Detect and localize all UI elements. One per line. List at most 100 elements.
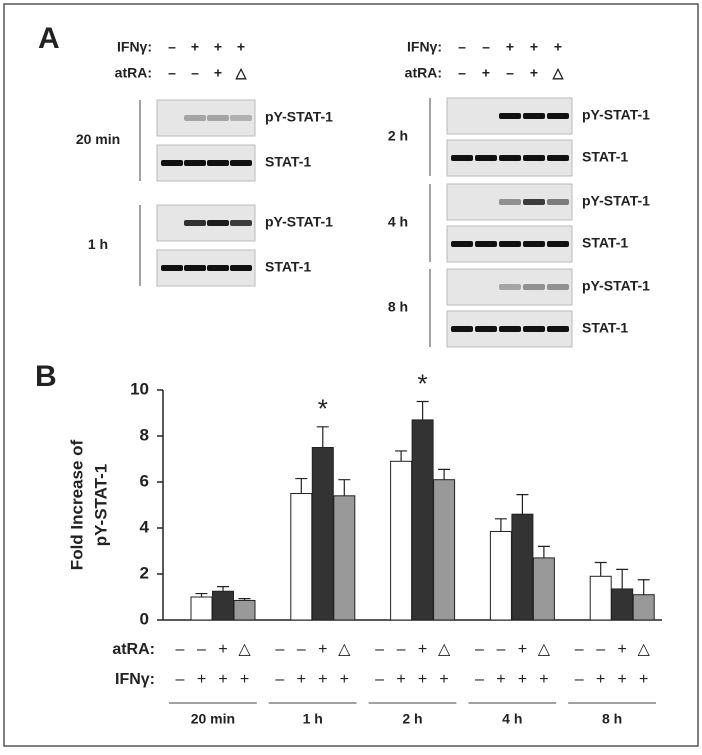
y-axis-label: Fold Increase of: [67, 439, 86, 570]
panel-label: B: [35, 360, 57, 393]
condition-mark: +: [596, 671, 605, 688]
band-label: STAT-1: [265, 259, 311, 275]
band: [230, 265, 252, 271]
condition-mark: +: [518, 671, 527, 688]
condition-mark: +: [482, 65, 490, 81]
condition-mark: –: [458, 65, 466, 81]
band: [475, 241, 497, 247]
band: [161, 265, 183, 271]
error-bar: [438, 468, 451, 480]
band: [499, 284, 521, 290]
band-label: pY-STAT-1: [582, 193, 650, 209]
condition-mark: +: [396, 671, 405, 688]
y-tick-label: 0: [140, 609, 149, 628]
condition-mark: –: [168, 39, 176, 55]
condition-label: IFNγ:: [407, 39, 442, 55]
band: [451, 241, 473, 247]
condition-mark: +: [618, 641, 627, 658]
condition-label: IFNγ:: [117, 39, 152, 55]
condition-mark: –: [575, 641, 584, 658]
condition-mark: +: [496, 671, 505, 688]
condition-mark: +: [197, 671, 206, 688]
condition-mark: △: [235, 65, 248, 81]
band: [451, 326, 473, 332]
condition-mark: –: [176, 641, 185, 658]
band: [475, 326, 497, 332]
y-tick-label: 8: [140, 425, 149, 444]
band: [207, 265, 229, 271]
condition-mark: △: [338, 641, 351, 658]
condition-mark: +: [518, 641, 527, 658]
condition-mark: +: [418, 641, 427, 658]
error-bar: [416, 400, 429, 420]
band: [475, 155, 497, 161]
significance-marker: *: [418, 368, 428, 398]
y-tick-label: 4: [140, 517, 150, 536]
band: [207, 160, 229, 166]
condition-mark: –: [197, 641, 206, 658]
bar: [311, 447, 334, 621]
band: [230, 220, 252, 226]
x-tick-label: 20 min: [191, 711, 235, 727]
band: [499, 113, 521, 119]
condition-mark: +: [218, 641, 227, 658]
time-label: 2 h: [388, 128, 408, 144]
y-tick-label: 6: [140, 471, 149, 490]
bar: [589, 575, 612, 621]
error-bar: [516, 494, 529, 515]
band: [451, 155, 473, 161]
condition-mark: –: [168, 65, 176, 81]
condition-mark: △: [538, 641, 551, 658]
condition-mark: +: [318, 671, 327, 688]
bar: [632, 594, 655, 621]
band-label: STAT-1: [265, 154, 311, 170]
band: [184, 265, 206, 271]
error-bar: [217, 586, 229, 592]
error-bar: [338, 479, 351, 496]
error-bar: [594, 561, 607, 577]
band: [547, 241, 569, 247]
condition-mark: +: [340, 671, 349, 688]
error-bar: [494, 518, 507, 532]
x-tick-label: 4 h: [502, 711, 522, 727]
band: [523, 326, 545, 332]
band-label: STAT-1: [582, 235, 628, 251]
band: [523, 113, 545, 119]
condition-mark: +: [218, 671, 227, 688]
condition-mark: +: [297, 671, 306, 688]
band-label: pY-STAT-1: [265, 109, 333, 125]
condition-label: atRA:: [405, 65, 442, 81]
condition-mark: +: [240, 671, 249, 688]
y-tick-label: 10: [130, 379, 149, 398]
bar: [433, 479, 456, 621]
time-label: 8 h: [388, 299, 408, 315]
condition-mark: –: [275, 641, 284, 658]
condition-mark: –: [297, 641, 306, 658]
condition-mark: +: [214, 65, 222, 81]
blot: [446, 268, 573, 306]
time-label: 20 min: [76, 131, 120, 147]
band-label: pY-STAT-1: [582, 107, 650, 123]
condition-mark: +: [530, 39, 538, 55]
error-bar: [537, 545, 550, 558]
condition-mark: +: [639, 671, 648, 688]
band: [161, 160, 183, 166]
condition-mark: –: [475, 671, 484, 688]
error-bar: [295, 477, 308, 494]
band: [547, 199, 569, 205]
band: [547, 326, 569, 332]
condition-mark: –: [275, 671, 284, 688]
y-axis-label: pY-STAT-1: [91, 464, 110, 547]
condition-mark: –: [176, 671, 185, 688]
bar: [233, 599, 256, 621]
band: [184, 115, 206, 121]
condition-mark: △: [638, 641, 651, 658]
band-label: STAT-1: [582, 320, 628, 336]
error-bar: [395, 450, 408, 462]
band: [499, 241, 521, 247]
error-bar: [616, 568, 629, 589]
blot: [156, 99, 256, 137]
x-tick-label: 8 h: [602, 711, 622, 727]
